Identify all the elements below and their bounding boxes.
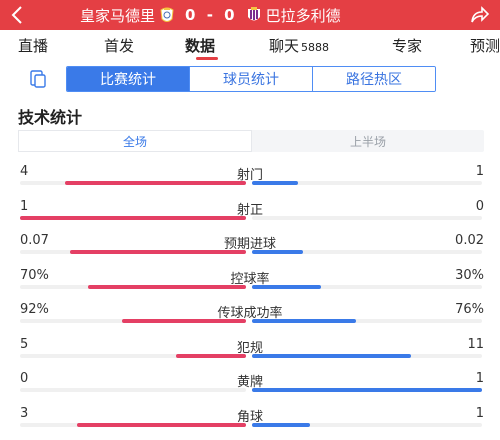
away-stat-value: 11 xyxy=(467,336,484,352)
home-stat-value: 1 xyxy=(20,198,29,214)
chevron-left-icon[interactable] xyxy=(6,3,30,27)
home-stat-track xyxy=(20,250,246,254)
home-stat-track xyxy=(20,319,246,323)
home-stat-value: 3 xyxy=(20,405,29,421)
home-stat-track xyxy=(20,215,246,220)
home-stat-bar xyxy=(20,215,246,220)
stat-row: 1 射正 0 xyxy=(0,199,500,233)
subtabs-row: 比赛统计 球员统计 路径热区 xyxy=(0,64,500,94)
home-stat-bar xyxy=(69,250,246,254)
away-stat-value: 1 xyxy=(475,164,484,179)
stat-row: 3 角球 1 xyxy=(0,406,500,440)
away-score: 0 xyxy=(224,6,236,24)
away-stat-track xyxy=(252,319,482,323)
tab-lineup[interactable]: 首发 xyxy=(104,37,135,55)
stat-row: 0 黄牌 1 xyxy=(0,371,500,405)
away-stat-bar xyxy=(252,319,356,323)
stat-name: 黄牌 xyxy=(236,375,263,390)
stat-row: 70% 控球率 30% xyxy=(0,268,500,302)
stat-name: 预期进球 xyxy=(223,237,276,252)
away-stat-value: 30% xyxy=(455,267,484,283)
stat-name: 控球率 xyxy=(230,271,270,287)
period-first-half[interactable]: 上半场 xyxy=(349,134,386,149)
share-icon[interactable] xyxy=(470,6,490,24)
stat-name: 角球 xyxy=(236,409,263,425)
home-stat-track xyxy=(20,353,246,358)
away-stat-track xyxy=(252,215,482,220)
away-stat-track xyxy=(252,250,482,254)
match-nav: 直播 首发 数据 聊天 5888 专家 预测 xyxy=(0,30,500,60)
home-stat-track xyxy=(20,388,246,392)
tab-live[interactable]: 直播 xyxy=(18,37,49,55)
away-stat-track xyxy=(252,181,482,185)
home-stat-track xyxy=(20,284,246,289)
subtab-player-stats[interactable]: 球员统计 xyxy=(189,67,312,91)
away-stat-bar xyxy=(252,353,411,358)
tab-experts[interactable]: 专家 xyxy=(392,37,423,55)
away-stat-bar xyxy=(252,388,482,392)
match-title: 皇家马德里 0 - 0 巴拉多利德 xyxy=(80,5,341,25)
away-stat-bar xyxy=(252,250,303,254)
period-full-match[interactable]: 全场 xyxy=(18,130,252,152)
tab-prediction[interactable]: 预测 xyxy=(470,37,500,55)
home-stat-value: 5 xyxy=(20,336,29,352)
stat-name: 传球成功率 xyxy=(217,306,283,321)
away-stat-bar xyxy=(252,284,321,289)
home-stat-value: 70% xyxy=(20,267,49,283)
document-icon[interactable] xyxy=(30,70,46,88)
away-stat-track xyxy=(252,388,482,392)
tab-data[interactable]: 数据 xyxy=(185,37,216,55)
subtab-match-stats[interactable]: 比赛统计 xyxy=(67,67,189,91)
subtab-heatmap[interactable]: 路径热区 xyxy=(312,67,435,91)
stat-row: 0.07 预期进球 0.02 xyxy=(0,233,500,267)
stat-name: 射正 xyxy=(236,202,263,218)
home-stat-bar xyxy=(87,284,246,289)
home-stat-track xyxy=(20,181,246,185)
home-stat-value: 92% xyxy=(20,302,49,317)
away-stat-value: 0 xyxy=(475,198,484,214)
home-score: 0 xyxy=(185,6,197,24)
home-stat-value: 4 xyxy=(20,164,29,179)
away-stat-track xyxy=(252,422,482,427)
stat-row: 5 犯规 11 xyxy=(0,337,500,371)
home-stat-bar xyxy=(121,319,246,323)
away-stat-value: 1 xyxy=(475,405,484,421)
active-tab-indicator xyxy=(196,57,218,60)
real-madrid-crest-icon xyxy=(160,7,174,22)
stats-subtabs: 比赛统计 球员统计 路径热区 xyxy=(66,66,436,92)
home-stat-track xyxy=(20,422,246,427)
away-stat-value: 1 xyxy=(475,371,484,386)
valladolid-crest-icon xyxy=(247,7,260,21)
match-header: 皇家马德里 0 - 0 巴拉多利德 xyxy=(0,0,500,30)
away-stat-value: 76% xyxy=(455,302,484,317)
period-switch: 全场 上半场 xyxy=(18,130,484,152)
home-stat-bar xyxy=(65,181,246,185)
section-title: 技术统计 xyxy=(18,108,83,127)
stat-row: 4 射门 1 xyxy=(0,164,500,198)
away-stat-bar xyxy=(252,422,310,427)
away-team-name: 巴拉多利德 xyxy=(265,6,341,25)
home-stat-bar xyxy=(76,422,246,427)
home-stat-value: 0.07 xyxy=(20,233,49,248)
chat-count: 5888 xyxy=(301,41,330,54)
tab-chat[interactable]: 聊天 5888 xyxy=(269,37,330,55)
away-stat-track xyxy=(252,284,482,289)
stat-name: 犯规 xyxy=(236,340,263,356)
home-stat-bar xyxy=(175,353,246,358)
away-stat-track xyxy=(252,353,482,358)
stat-row: 92% 传球成功率 76% xyxy=(0,302,500,336)
away-stat-value: 0.02 xyxy=(455,233,484,248)
stat-name: 射门 xyxy=(236,168,263,183)
home-stat-value: 0 xyxy=(20,371,29,386)
away-stat-bar xyxy=(252,181,298,185)
home-team-name: 皇家马德里 xyxy=(80,6,156,25)
score-separator: - xyxy=(206,6,214,24)
